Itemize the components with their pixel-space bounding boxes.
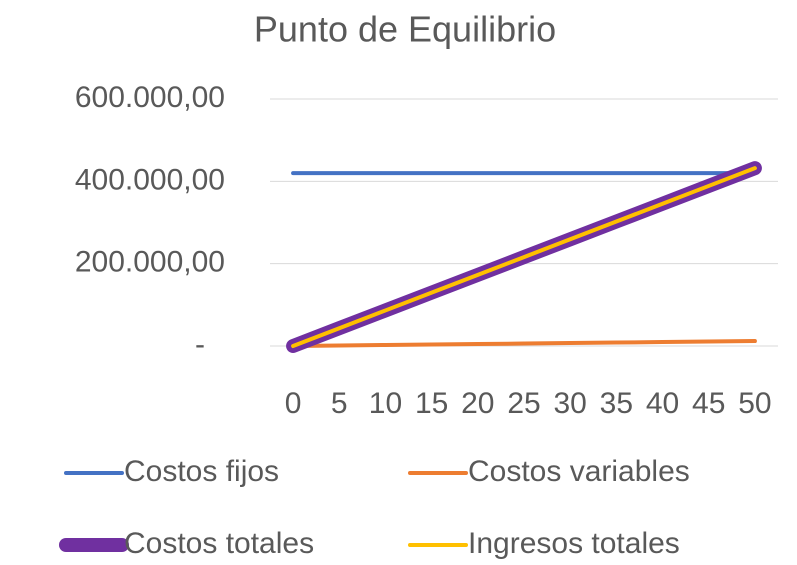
legend-label: Costos fijos: [124, 455, 279, 488]
y-tick-label: 200.000,00: [75, 246, 225, 279]
x-tick-label: 35: [600, 387, 633, 420]
x-tick-label: 50: [738, 387, 771, 420]
legend-label: Costos variables: [468, 455, 690, 488]
x-tick-label: 40: [646, 387, 679, 420]
x-tick-label: 10: [369, 387, 402, 420]
y-tick-label: 400.000,00: [75, 163, 225, 196]
legend-label: Ingresos totales: [468, 527, 680, 560]
x-tick-label: 0: [285, 387, 302, 420]
y-tick-label: 600.000,00: [75, 81, 225, 114]
series-line: [291, 339, 757, 348]
chart-title: Punto de Equilibrio: [254, 9, 556, 50]
x-tick-label: 20: [461, 387, 494, 420]
x-tick-label: 30: [553, 387, 586, 420]
y-tick-label: -: [195, 328, 205, 361]
x-tick-label: 5: [331, 387, 348, 420]
x-tick-label: 45: [692, 387, 725, 420]
x-tick-label: 25: [507, 387, 540, 420]
series-line: [291, 166, 757, 348]
legend-label: Costos totales: [124, 527, 314, 560]
x-tick-label: 15: [415, 387, 448, 420]
